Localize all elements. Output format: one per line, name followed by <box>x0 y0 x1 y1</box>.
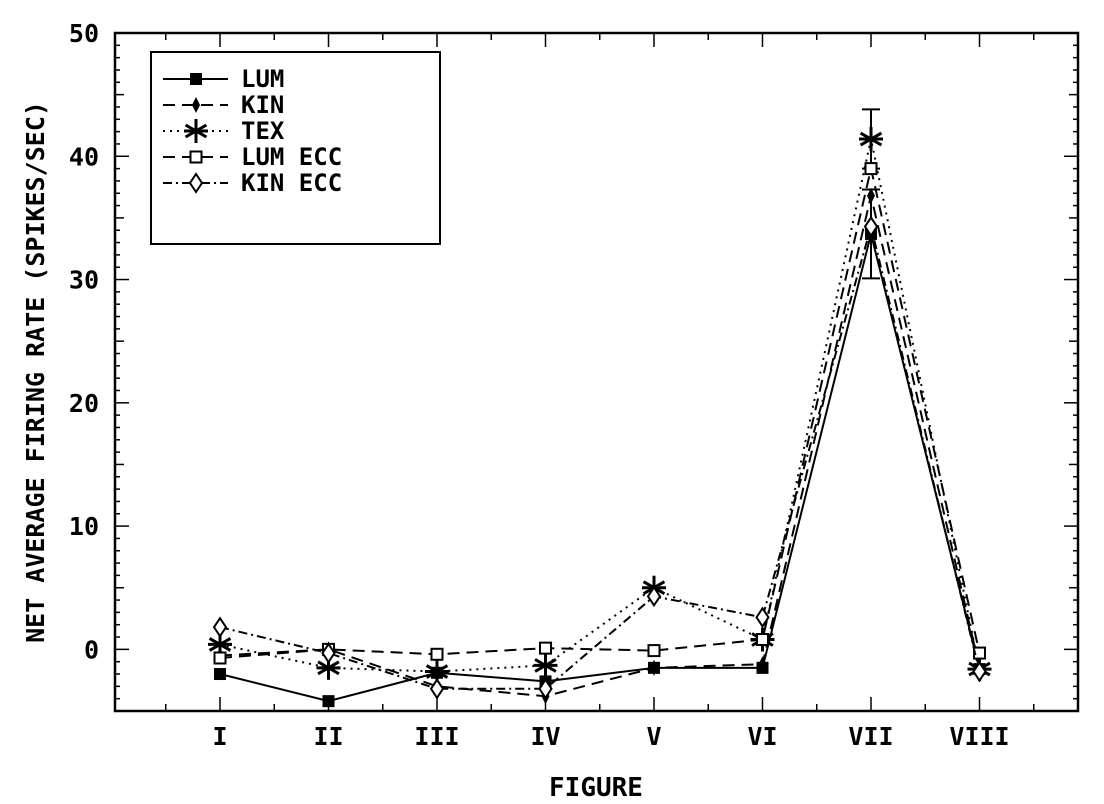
point-marker <box>189 150 203 164</box>
legend-label: LUM <box>241 65 284 93</box>
x-axis-label: FIGURE <box>549 773 643 803</box>
legend-item: LUM ECC <box>163 143 342 171</box>
series-layer <box>208 108 992 708</box>
point-marker <box>972 660 987 683</box>
point-marker <box>650 659 658 676</box>
legend-item: TEX <box>163 117 285 145</box>
point-marker <box>212 616 228 638</box>
y-tick-label: 30 <box>69 266 99 295</box>
y-tick-label: 50 <box>69 19 99 48</box>
x-tick-label: V <box>646 722 661 751</box>
x-tick-label: III <box>414 722 459 751</box>
series-kin <box>216 187 984 705</box>
point-marker <box>538 678 553 700</box>
point-marker <box>214 668 226 681</box>
legend-label: KIN <box>241 91 284 119</box>
point-marker <box>429 678 445 700</box>
point-marker <box>863 215 879 238</box>
y-axis-label: NET AVERAGE FIRING RATE (SPIKES/SEC) <box>21 101 50 643</box>
series-line <box>219 168 981 659</box>
x-tick-label: I <box>212 722 227 751</box>
series-line <box>219 195 981 698</box>
y-tick-label: 10 <box>69 512 99 541</box>
axis-ticks <box>115 32 1078 712</box>
legend-item: KIN <box>163 91 284 119</box>
legend-item: KIN ECC <box>163 169 342 197</box>
point-marker <box>533 653 558 678</box>
point-marker <box>859 127 883 152</box>
point-marker <box>430 647 444 661</box>
x-tick-label: VII <box>848 722 893 751</box>
plot-frame <box>113 31 1080 713</box>
legend-item: LUM <box>163 65 284 93</box>
point-marker <box>190 73 202 85</box>
series-lum <box>214 188 986 708</box>
series-line <box>219 233 981 703</box>
x-tick-label: II <box>313 722 343 751</box>
x-tick-labels: I II III IV V VI VII VIII <box>212 722 1009 751</box>
point-marker <box>864 162 878 176</box>
point-marker <box>756 633 769 647</box>
point-marker <box>647 644 661 658</box>
series-line <box>219 138 981 673</box>
y-tick-label: 20 <box>69 389 99 418</box>
point-marker <box>192 97 200 113</box>
point-marker <box>188 172 204 194</box>
point-marker <box>867 187 875 204</box>
y-tick-labels: 0 10 20 30 40 50 <box>69 19 99 664</box>
legend-label: LUM ECC <box>241 143 342 171</box>
legend-label: TEX <box>241 117 285 145</box>
x-tick-label: VI <box>747 722 777 751</box>
point-marker <box>646 585 662 608</box>
series-lum-ecc <box>213 162 986 665</box>
series-line <box>219 222 981 690</box>
x-tick-label: IV <box>530 722 560 751</box>
point-marker <box>321 642 336 664</box>
point-marker <box>213 651 227 665</box>
y-tick-label: 0 <box>84 635 99 664</box>
point-marker <box>539 641 552 655</box>
point-marker <box>322 695 335 708</box>
point-marker <box>758 656 767 673</box>
legend-label: KIN ECC <box>241 169 342 197</box>
point-marker <box>425 659 449 684</box>
y-tick-label: 40 <box>69 142 99 171</box>
point-marker <box>755 606 770 629</box>
point-marker <box>184 119 208 143</box>
x-tick-label: VIII <box>949 722 1009 751</box>
series-kin-ecc <box>212 215 987 700</box>
